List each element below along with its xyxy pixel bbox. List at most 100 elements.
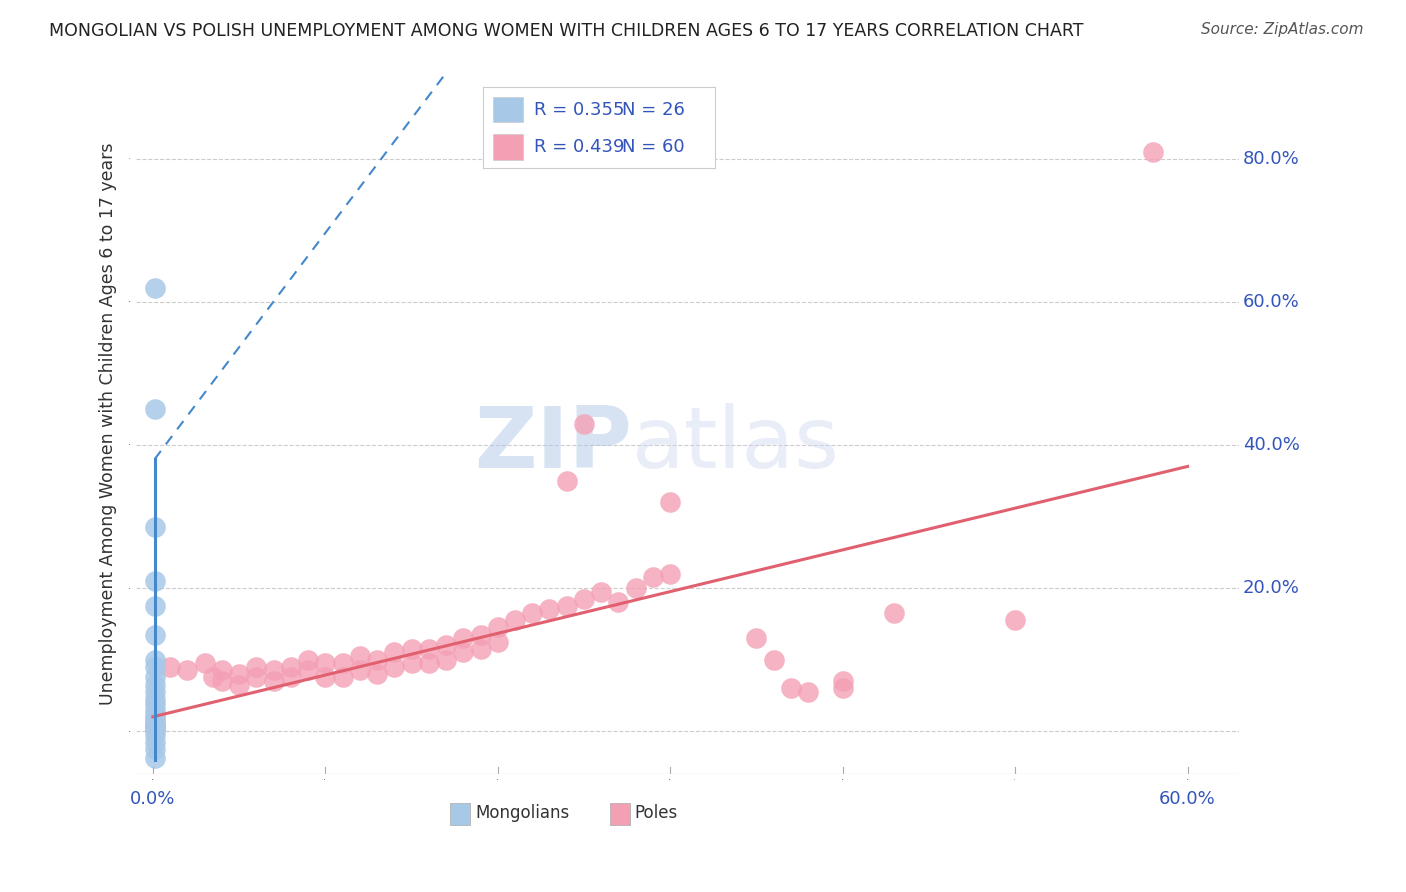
- Text: MONGOLIAN VS POLISH UNEMPLOYMENT AMONG WOMEN WITH CHILDREN AGES 6 TO 17 YEARS CO: MONGOLIAN VS POLISH UNEMPLOYMENT AMONG W…: [49, 22, 1084, 40]
- Point: [143, 728, 166, 742]
- Point: [143, 721, 166, 735]
- Point: [143, 670, 166, 684]
- Point: [314, 656, 336, 670]
- Point: [401, 656, 423, 670]
- Point: [349, 663, 371, 677]
- Point: [143, 722, 166, 736]
- Point: [470, 627, 492, 641]
- Point: [486, 620, 509, 634]
- Point: [745, 631, 768, 645]
- Text: Source: ZipAtlas.com: Source: ZipAtlas.com: [1201, 22, 1364, 37]
- Point: [143, 703, 166, 717]
- Point: [470, 641, 492, 656]
- Text: ZIP: ZIP: [474, 403, 633, 486]
- Point: [641, 570, 664, 584]
- Point: [382, 645, 405, 659]
- Point: [143, 697, 166, 711]
- Point: [211, 663, 233, 677]
- Point: [143, 711, 166, 725]
- Text: Mongolians: Mongolians: [475, 804, 569, 822]
- Text: atlas: atlas: [633, 403, 841, 486]
- Text: 40.0%: 40.0%: [1243, 436, 1299, 454]
- Point: [591, 584, 613, 599]
- Point: [607, 595, 630, 609]
- Point: [143, 717, 166, 731]
- Point: [245, 670, 267, 684]
- Point: [831, 673, 853, 688]
- Point: [245, 659, 267, 673]
- Point: [314, 670, 336, 684]
- Bar: [610, 804, 630, 824]
- Point: [297, 652, 319, 666]
- Point: [451, 631, 474, 645]
- Point: [228, 677, 250, 691]
- Point: [659, 495, 682, 509]
- Point: [883, 606, 905, 620]
- Point: [418, 656, 440, 670]
- Point: [522, 606, 544, 620]
- Text: 20.0%: 20.0%: [1243, 579, 1299, 597]
- Point: [418, 641, 440, 656]
- Point: [143, 685, 166, 699]
- Point: [349, 648, 371, 663]
- Point: [624, 581, 647, 595]
- Point: [176, 663, 198, 677]
- Point: [228, 666, 250, 681]
- Point: [297, 663, 319, 677]
- Point: [555, 474, 578, 488]
- Point: [1004, 613, 1026, 627]
- Point: [143, 659, 166, 673]
- Point: [762, 652, 785, 666]
- Point: [143, 719, 166, 733]
- Point: [538, 602, 561, 616]
- Point: [401, 641, 423, 656]
- Point: [503, 613, 526, 627]
- Point: [280, 670, 302, 684]
- Point: [434, 652, 457, 666]
- Point: [143, 692, 166, 706]
- Point: [143, 735, 166, 749]
- Point: [332, 656, 354, 670]
- Point: [486, 634, 509, 648]
- Point: [659, 566, 682, 581]
- Point: [143, 751, 166, 765]
- Point: [280, 659, 302, 673]
- Point: [143, 652, 166, 666]
- Point: [143, 574, 166, 588]
- Point: [143, 742, 166, 756]
- Point: [211, 673, 233, 688]
- Point: [366, 666, 388, 681]
- Point: [143, 677, 166, 691]
- Text: Poles: Poles: [634, 804, 678, 822]
- Point: [143, 520, 166, 534]
- Point: [202, 670, 225, 684]
- Point: [143, 402, 166, 417]
- Point: [1142, 145, 1164, 159]
- Point: [451, 645, 474, 659]
- Point: [263, 663, 285, 677]
- Point: [332, 670, 354, 684]
- Point: [797, 685, 820, 699]
- Point: [143, 599, 166, 613]
- Text: 80.0%: 80.0%: [1243, 150, 1299, 168]
- Point: [572, 591, 595, 606]
- Text: 60.0%: 60.0%: [1159, 789, 1216, 808]
- Point: [831, 681, 853, 696]
- Point: [572, 417, 595, 431]
- Y-axis label: Unemployment Among Women with Children Ages 6 to 17 years: Unemployment Among Women with Children A…: [100, 142, 117, 705]
- Point: [143, 627, 166, 641]
- Point: [159, 659, 181, 673]
- Point: [263, 673, 285, 688]
- Point: [366, 652, 388, 666]
- Point: [780, 681, 803, 696]
- Bar: [450, 804, 470, 824]
- Point: [143, 280, 166, 294]
- Point: [434, 638, 457, 652]
- Point: [143, 723, 166, 738]
- Point: [143, 714, 166, 729]
- Point: [193, 656, 215, 670]
- Point: [555, 599, 578, 613]
- Text: 60.0%: 60.0%: [1243, 293, 1299, 311]
- Point: [143, 708, 166, 723]
- Text: 0.0%: 0.0%: [131, 789, 176, 808]
